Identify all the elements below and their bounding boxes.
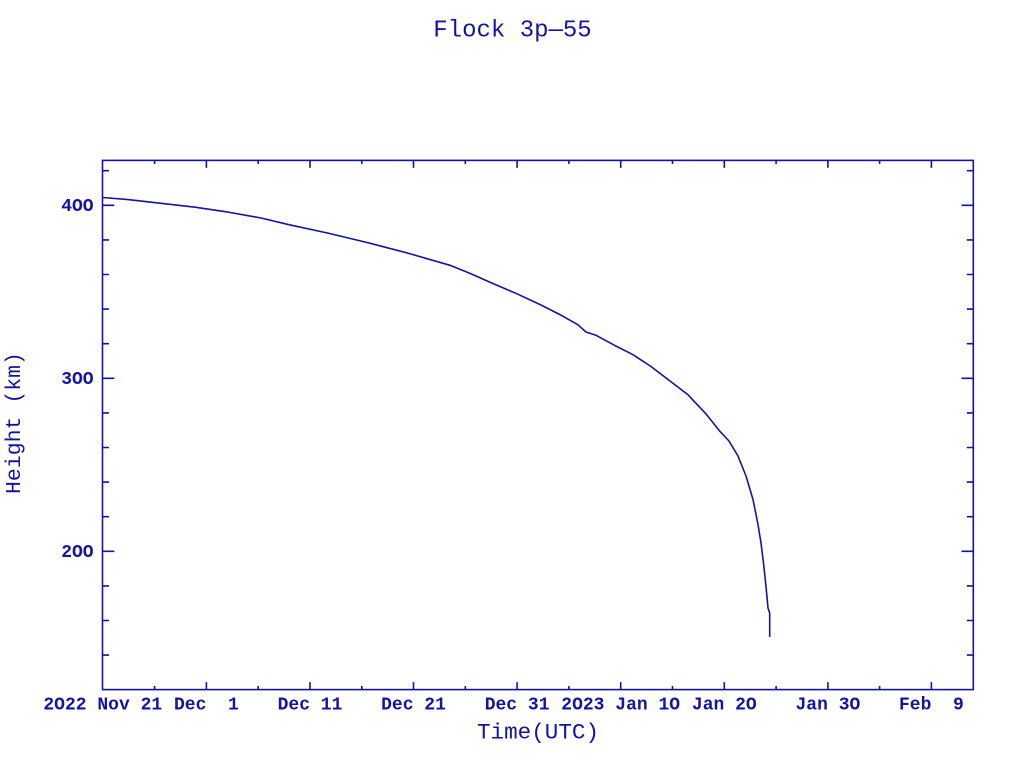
svg-text:Jan 2O: Jan 2O: [692, 696, 757, 716]
svg-text:Flock 3p—55: Flock 3p—55: [433, 18, 591, 45]
svg-text:Dec 21: Dec 21: [381, 696, 446, 716]
svg-text:Dec 11: Dec 11: [278, 696, 343, 716]
svg-text:Dec 31: Dec 31: [485, 696, 550, 716]
svg-text:Height (km): Height (km): [3, 352, 27, 494]
svg-text:3OO: 3OO: [61, 370, 94, 390]
svg-text:2OO: 2OO: [61, 543, 94, 563]
svg-text:2O22 Nov 21: 2O22 Nov 21: [43, 696, 162, 716]
svg-text:4OO: 4OO: [61, 197, 94, 217]
svg-text:Feb 9: Feb 9: [899, 696, 964, 716]
svg-text:2O23 Jan 1O: 2O23 Jan 1O: [561, 696, 680, 716]
svg-text:Time(UTC): Time(UTC): [477, 719, 599, 745]
svg-text:Dec 1: Dec 1: [174, 696, 239, 716]
svg-text:Jan 3O: Jan 3O: [795, 696, 860, 716]
